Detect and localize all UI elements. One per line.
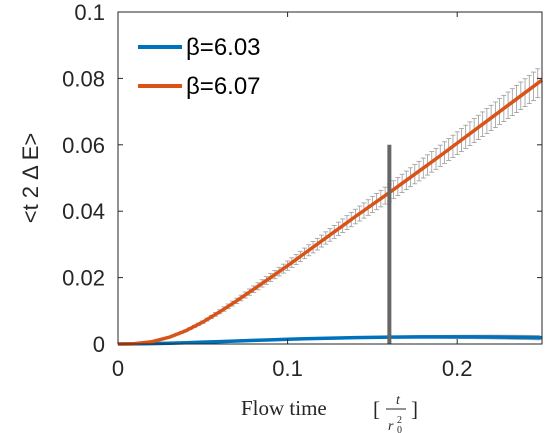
legend-label-series-1: β=6.03 <box>186 34 261 61</box>
series-line-1 <box>117 335 543 346</box>
y-tick-label: 0.06 <box>62 133 105 158</box>
y-tick-label: 0.08 <box>62 66 105 91</box>
x-tick-label: 0 <box>112 356 124 381</box>
x-axis-ticks: 0 0.1 0.2 <box>112 12 473 381</box>
x-axis-label-text: Flow time <box>241 396 327 420</box>
x-tick-label: 0.1 <box>272 356 303 381</box>
y-axis-label: <t 2 Δ E> <box>18 133 43 224</box>
series-lines <box>117 78 544 346</box>
x-tick-label: 0.2 <box>442 356 473 381</box>
x-axis-label-unit: [ t r 2 0 ] <box>373 385 418 433</box>
series-line-2 <box>117 78 544 346</box>
plot-frame <box>117 11 543 345</box>
y-tick-label: 0 <box>93 332 105 357</box>
legend: β=6.03 β=6.07 <box>138 34 261 100</box>
legend-label-series-2: β=6.07 <box>186 73 261 100</box>
y-tick-label: 0.02 <box>62 266 105 291</box>
y-axis-ticks: 0 0.02 0.04 0.06 0.08 0.1 <box>62 0 542 357</box>
x-axis-label: Flow time [ t r 2 0 ] <box>241 385 418 433</box>
y-tick-label: 0.1 <box>74 0 105 25</box>
plot-background <box>118 12 542 344</box>
y-tick-label: 0.04 <box>62 199 105 224</box>
